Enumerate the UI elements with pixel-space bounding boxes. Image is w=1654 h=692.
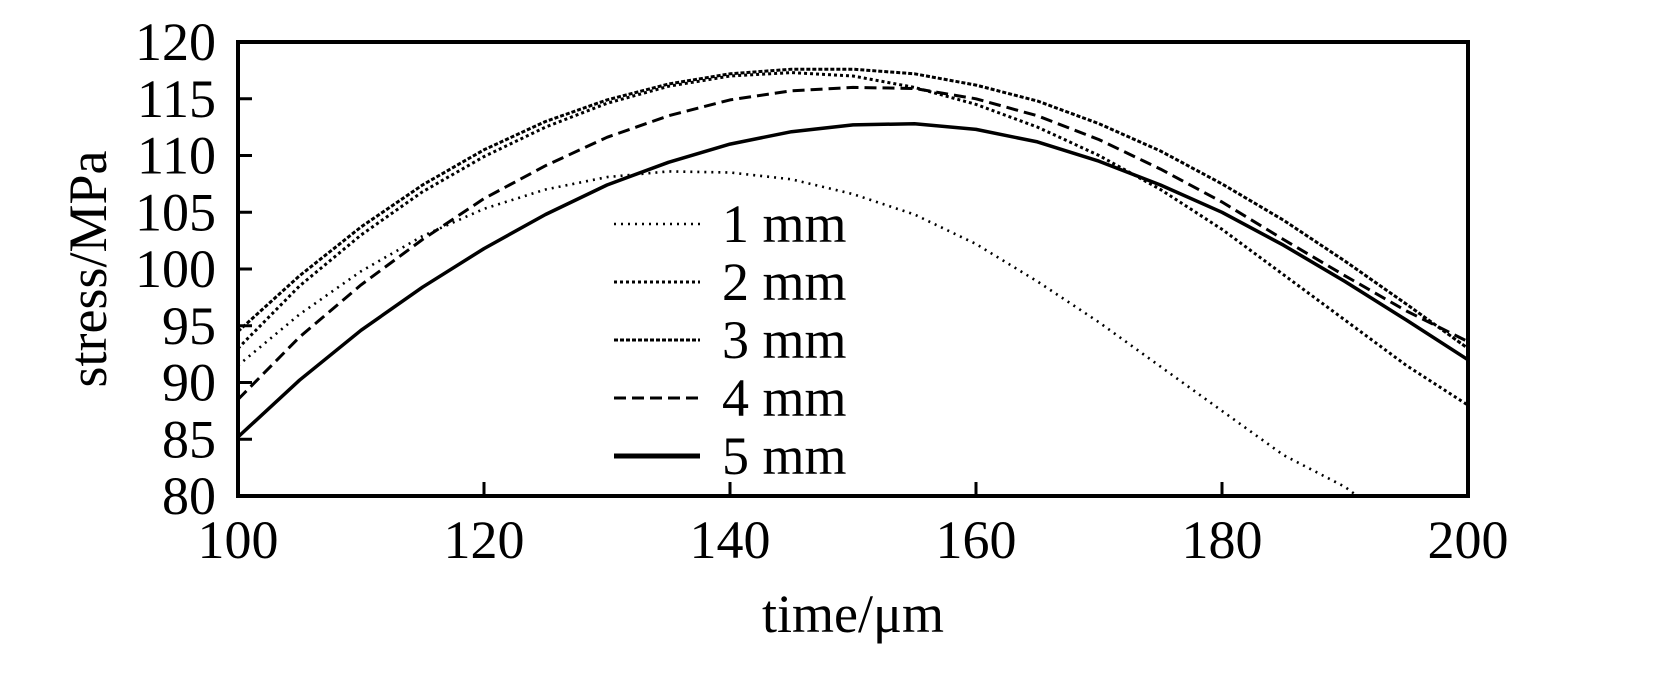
ticks-layer: 100 120 140 160 180 2008085909510010511011512… [135,12,1509,570]
y-tick-label: 105 [135,182,216,242]
x-tick-label: 120 [444,510,525,570]
x-tick-label: 160 [936,510,1017,570]
y-tick-label: 110 [137,126,216,186]
legend-label-5: 5 mm [722,426,847,486]
series-line-4 [238,85,1468,401]
y-tick-label: 90 [162,353,216,413]
x-axis-label: time/μm [762,584,944,644]
y-tick-label: 95 [162,296,216,356]
x-tick-label: 180 [1182,510,1263,570]
legend-label-2: 2 mm [722,252,847,312]
legend-label-3: 3 mm [722,310,847,370]
plot-frame [236,40,1470,498]
x-tick-label: 100 [198,510,279,570]
y-tick-label: 120 [135,12,216,72]
series-layer [238,67,1468,496]
x-tick-label: 200 [1428,510,1509,570]
legend-label-4: 4 mm [722,368,847,428]
y-axis-label: stress/MPa [58,150,118,387]
legend: 1 mm2 mm3 mm4 mm5 mm [614,194,847,486]
series-line-3 [238,67,1468,350]
x-tick-label: 140 [690,510,771,570]
series-line-5 [238,121,1468,439]
y-tick-label: 100 [135,239,216,299]
series-line-2 [238,71,1468,407]
series-line-1 [238,170,1359,496]
y-tick-label: 85 [162,409,216,469]
y-tick-label: 115 [137,69,216,129]
y-tick-label: 80 [162,466,216,526]
legend-label-1: 1 mm [722,194,847,254]
